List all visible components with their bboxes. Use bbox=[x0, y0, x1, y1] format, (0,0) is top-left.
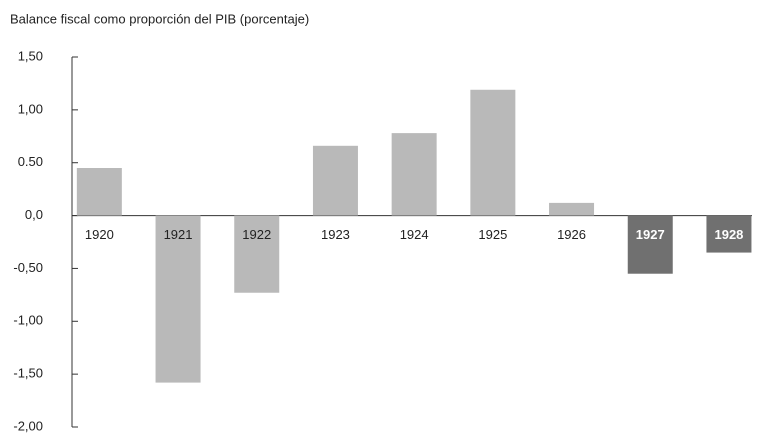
bar bbox=[627, 215, 673, 274]
y-tick-label: -1,00 bbox=[13, 313, 43, 328]
bar bbox=[706, 215, 752, 253]
y-tick-label: 0.50 bbox=[18, 154, 43, 169]
bar bbox=[470, 89, 516, 216]
bar bbox=[155, 215, 201, 383]
x-tick-label: 1927 bbox=[636, 227, 665, 242]
bar bbox=[549, 202, 595, 216]
y-tick-label: 0,0 bbox=[25, 207, 43, 222]
chart-title: Balance fiscal como proporción del PIB (… bbox=[10, 11, 309, 26]
x-tick-label: 1924 bbox=[400, 227, 429, 242]
x-tick-label: 1920 bbox=[85, 227, 114, 242]
y-tick-label: -0,50 bbox=[13, 260, 43, 275]
bar bbox=[234, 215, 280, 293]
y-tick-label: 1,00 bbox=[18, 101, 43, 116]
x-tick-label: 1925 bbox=[478, 227, 507, 242]
bar bbox=[391, 133, 437, 216]
y-tick-label: -2,00 bbox=[13, 418, 43, 433]
x-tick-label: 1921 bbox=[164, 227, 193, 242]
y-tick-label: 1,50 bbox=[18, 48, 43, 63]
x-tick-label: 1926 bbox=[557, 227, 586, 242]
bar bbox=[312, 145, 358, 216]
x-tick-label: 1928 bbox=[714, 227, 743, 242]
y-tick-label: -1,50 bbox=[13, 366, 43, 381]
x-tick-label: 1923 bbox=[321, 227, 350, 242]
x-tick-label: 1922 bbox=[242, 227, 271, 242]
bar bbox=[76, 168, 122, 216]
